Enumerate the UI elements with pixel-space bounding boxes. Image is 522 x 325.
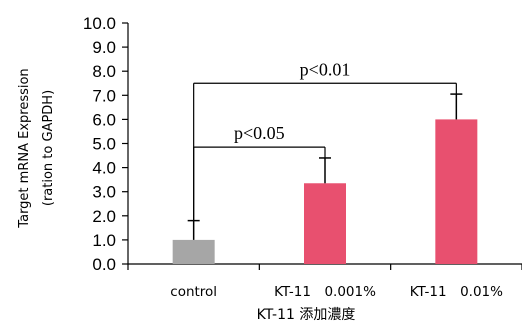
y-tick-label: 0.0: [92, 255, 116, 274]
significance-label-0: p<0.05: [234, 123, 285, 143]
y-tick-label: 8.0: [92, 62, 116, 81]
y-tick-label: 5.0: [92, 135, 116, 154]
bar-0: [172, 239, 215, 264]
x-axis-label: KT-11 添加濃度: [257, 307, 356, 323]
x-tick-label-1: KT-11 0.001%: [274, 284, 376, 300]
y-tick-label: 3.0: [92, 183, 116, 202]
significance-brackets: p<0.05 p<0.01: [193, 59, 457, 221]
x-tick-label-2: KT-11 0.01%: [410, 284, 503, 300]
bar-2: [435, 119, 478, 265]
y-axis-label-line1: Target mRNA Expression: [17, 68, 32, 228]
y-tick-label: 6.0: [92, 110, 116, 129]
bar-1: [304, 183, 346, 264]
y-tick-label: 7.0: [92, 86, 116, 105]
significance-label-1: p<0.01: [300, 59, 351, 79]
y-axis-label-line2: (ration to GAPDH): [41, 90, 56, 206]
y-tick-label: 2.0: [92, 207, 116, 226]
y-tick-label: 9.0: [92, 38, 116, 57]
bars: [172, 119, 478, 265]
x-tick-label-0: control: [170, 284, 217, 300]
x-axis: control KT-11 0.001% KT-11 0.01%: [127, 263, 522, 300]
y-tick-label: 4.0: [92, 159, 116, 178]
y-tick-label: 10.0: [83, 14, 116, 33]
y-tick-label: 1.0: [92, 231, 116, 250]
y-axis: 0.0 1.0 2.0 3.0 4.0 5.0 6.0 7.0 8.0 9.0 10.0: [83, 14, 129, 274]
